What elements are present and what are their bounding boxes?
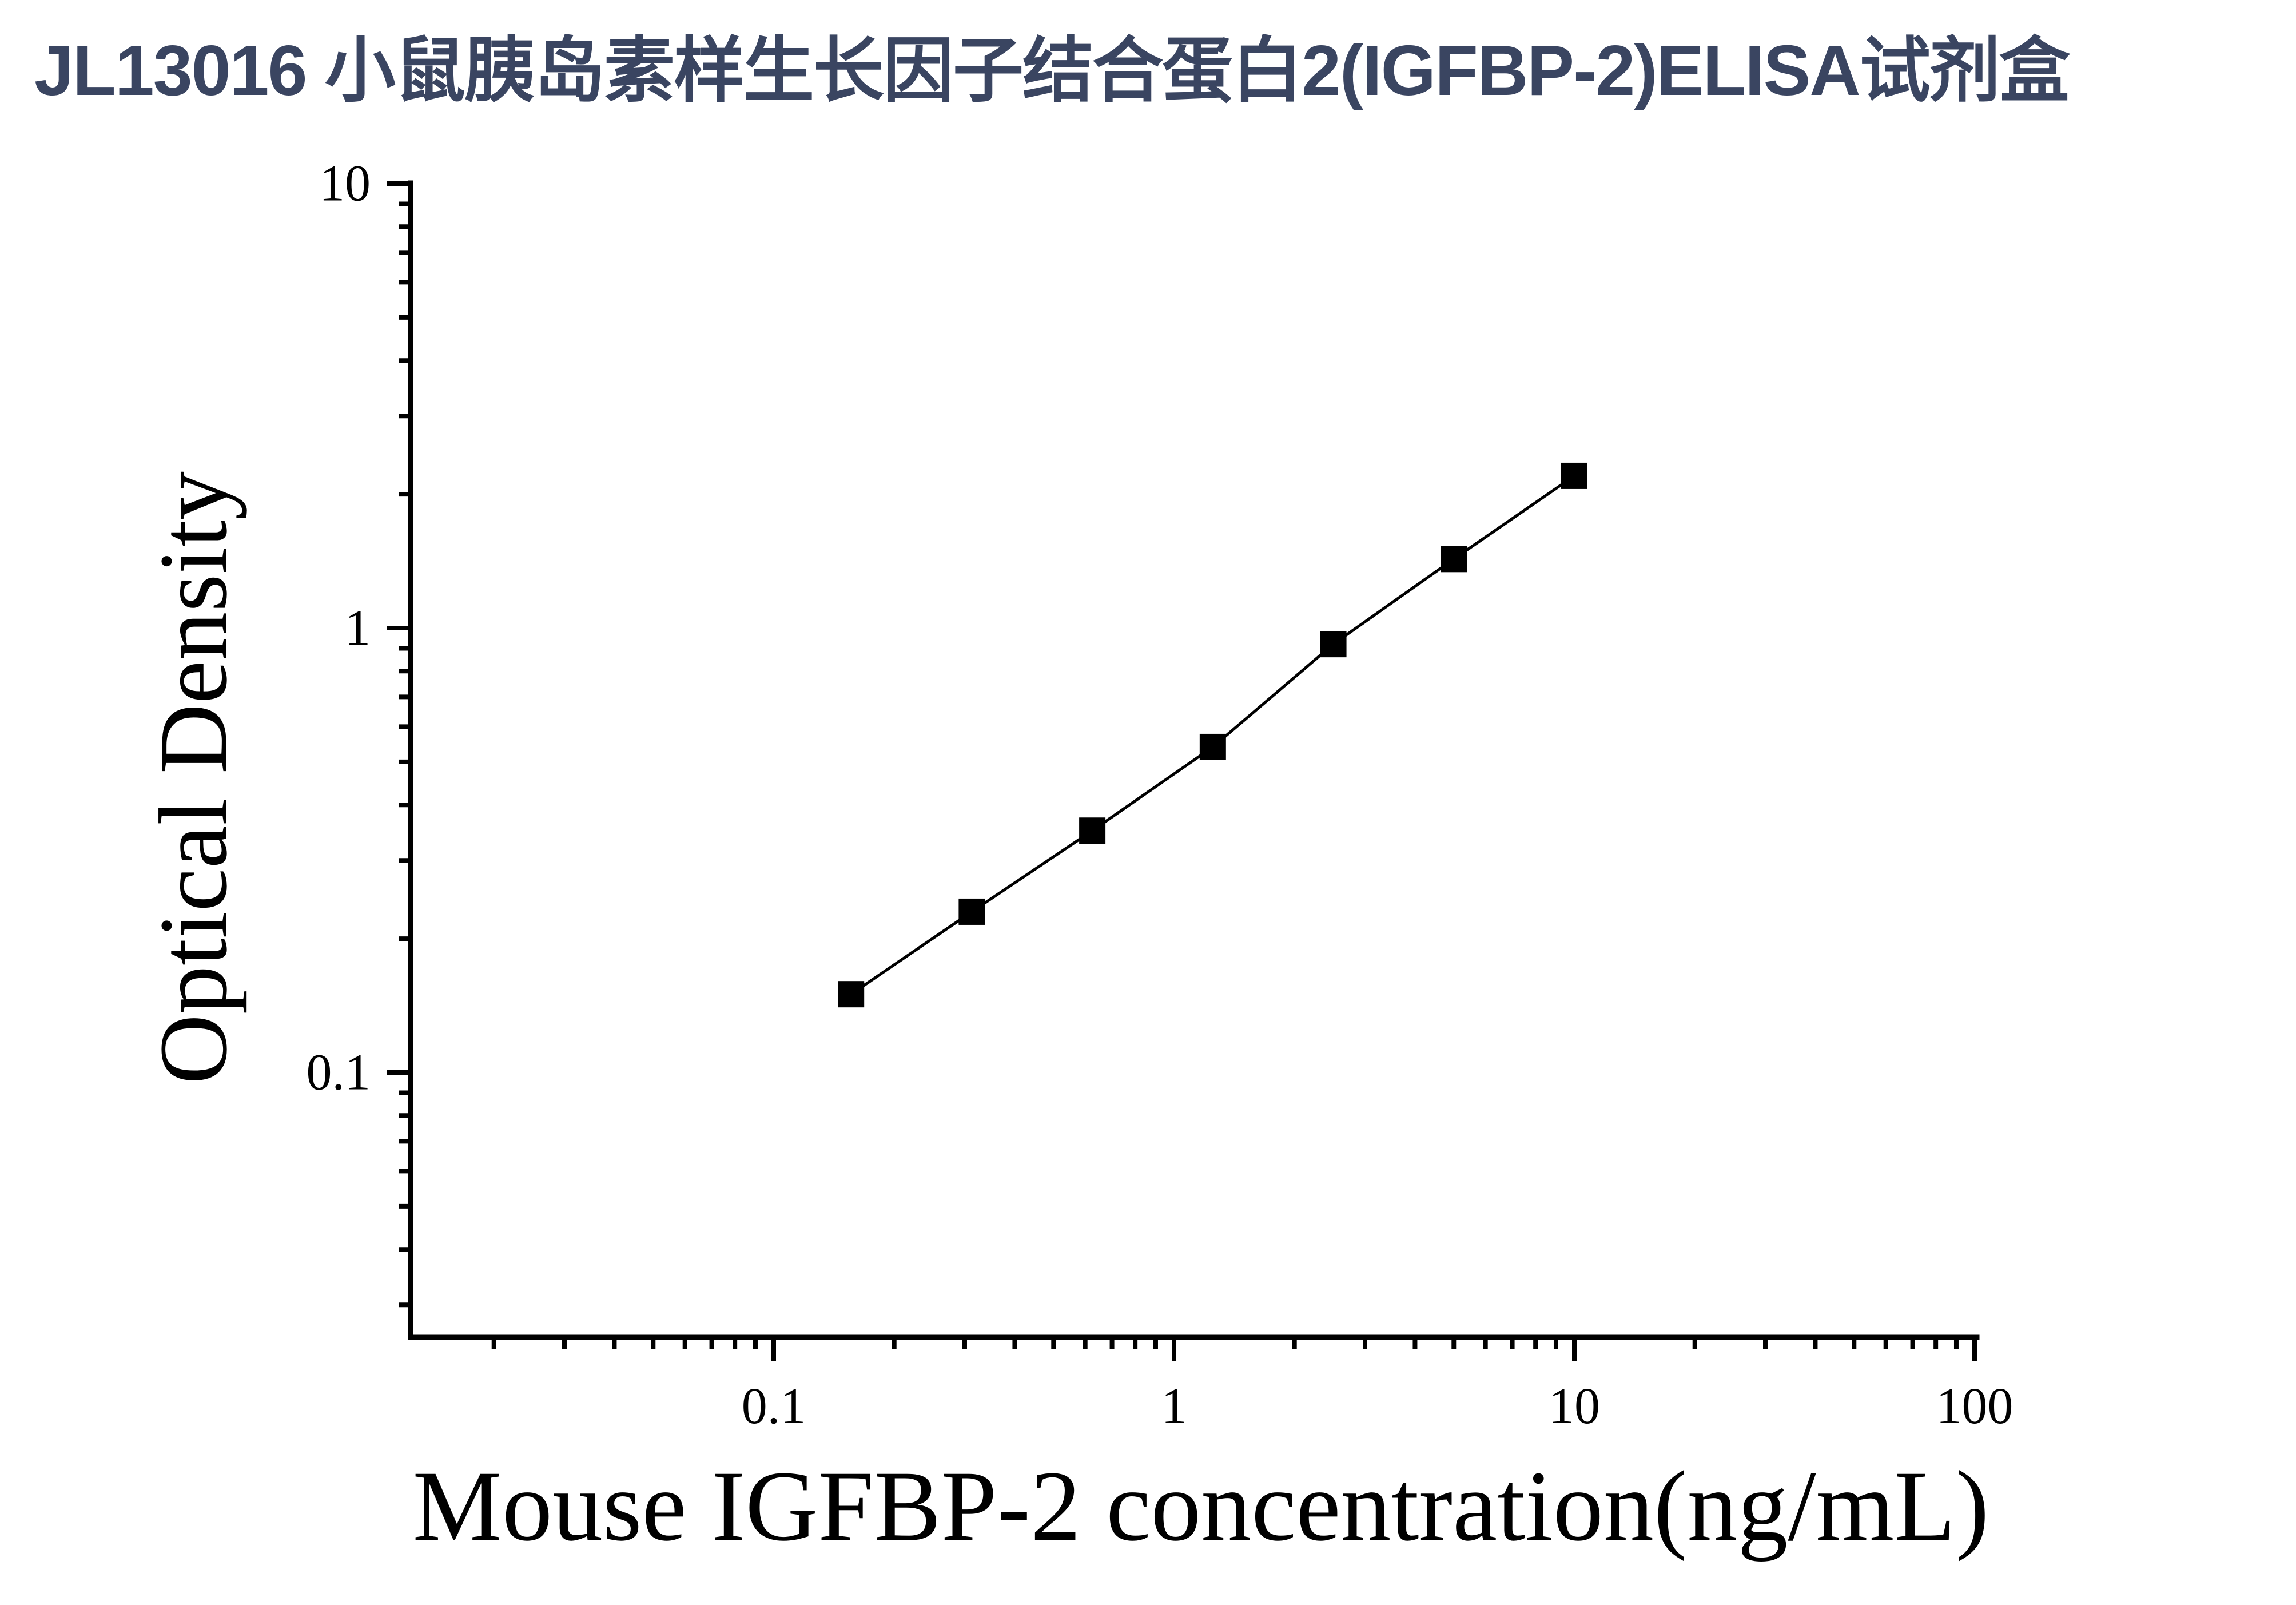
series-layer [838, 462, 1587, 1008]
x-tick-label: 0.1 [742, 1378, 806, 1435]
x-axis-label: Mouse IGFBP-2 concentration(ng/mL) [413, 1451, 1989, 1562]
y-tick-label: 1 [345, 600, 371, 657]
x-tick-label: 10 [1549, 1378, 1600, 1435]
data-point-marker [838, 981, 865, 1008]
ticks-layer [387, 181, 1977, 1361]
data-point-marker [1441, 546, 1467, 573]
x-tick-label: 1 [1161, 1378, 1187, 1435]
data-point-marker [1320, 631, 1347, 658]
y-tick-label: 0.1 [307, 1044, 371, 1101]
y-tick-label: 10 [319, 156, 371, 212]
y-axis-label: Optical Density [140, 471, 247, 1084]
chart-title: JL13016 小鼠胰岛素样生长因子结合蛋白2(IGFBP-2)ELISA试剂盒 [34, 31, 2070, 110]
x-tick-label: 100 [1936, 1378, 2014, 1435]
data-point-marker [958, 898, 985, 925]
tick-labels-layer: 0.1 1 10 100 0.1 1 10 [307, 156, 2014, 1435]
data-point-marker [1199, 733, 1226, 760]
data-point-marker [1561, 462, 1587, 489]
data-point-marker [1079, 817, 1106, 844]
